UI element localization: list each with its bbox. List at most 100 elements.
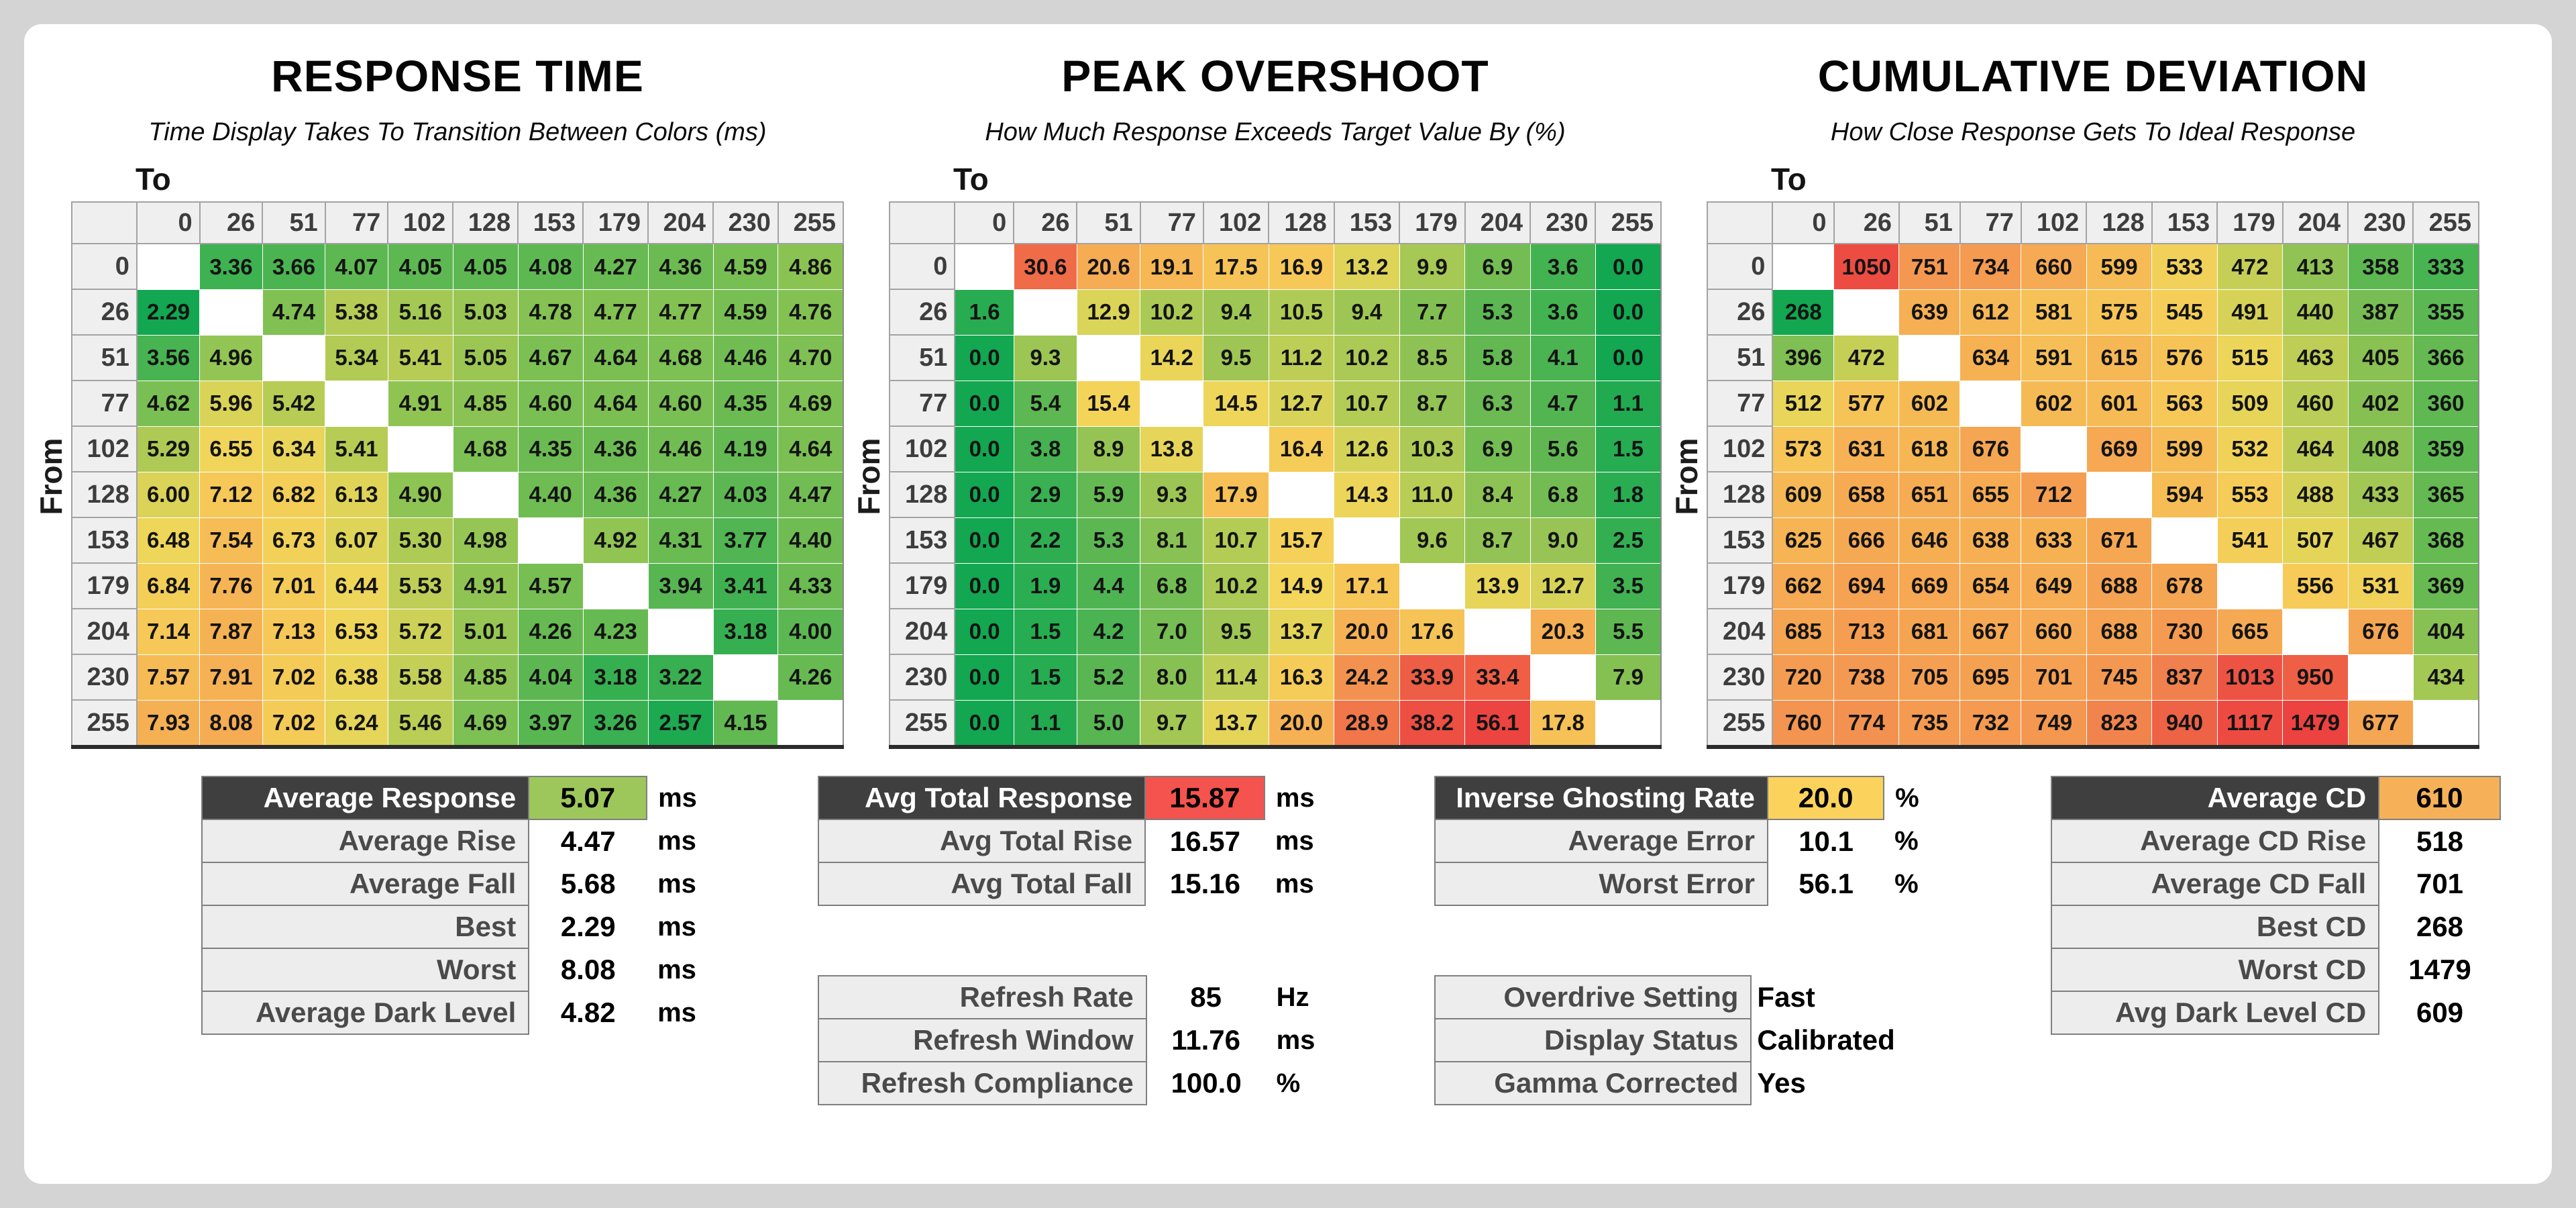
heatmap-cell: 4.7: [1529, 380, 1596, 427]
heatmap-cell: 6.00: [136, 471, 201, 518]
stat-row: Best CD 268: [2050, 905, 2576, 949]
stat-row: Average Dark Level 4.82 ms: [201, 991, 739, 1035]
heatmap-cell: 333: [2412, 243, 2479, 290]
heatmap-cell: 6.8: [1529, 471, 1596, 518]
stat-label: Average Response: [201, 776, 530, 820]
heatmap-cell: 0.0: [1595, 243, 1662, 290]
row-header: 77: [1706, 380, 1774, 427]
heatmap-cell: 4.47: [777, 471, 844, 518]
heatmap-cell: 13.8: [1140, 425, 1204, 472]
heatmap-row: 230 0.0 1.5 5.2 8.0 11.4 16.3 24.2 33.9 33.4 7.9: [888, 654, 1662, 701]
column-header: 255: [1595, 201, 1662, 245]
heatmap-cell: 531: [2347, 562, 2414, 609]
stat-row: Avg Total Fall 15.16 ms: [817, 862, 1355, 906]
heatmap-row: 153 625 666 646 638 633 671 541 507 467 368: [1706, 517, 2479, 564]
heatmap-cell: 751: [1898, 243, 1961, 290]
column-header: 230: [2347, 201, 2414, 245]
heatmap-cell: 4.59: [712, 243, 779, 290]
heatmap-cell: 28.9: [1334, 699, 1400, 748]
heatmap-cell: 5.05: [452, 334, 519, 381]
heatmap-cell: 4.19: [712, 425, 779, 472]
heatmap-cell: 5.3: [1076, 517, 1141, 564]
heatmap-row: 0 1050 751 734 660 599 533 472 413 358 333: [1706, 243, 2479, 291]
heatmap-cell: 6.13: [325, 471, 388, 518]
heatmap-cell: 440: [2282, 289, 2349, 336]
matrix-title: PEAK OVERSHOOT: [1061, 51, 1489, 101]
heatmap-cell: 4.31: [647, 517, 714, 564]
heatmap-cell: 7.54: [199, 517, 263, 564]
stat-unit: %: [1894, 868, 1919, 899]
heatmap-cell: 4.74: [262, 289, 326, 336]
heatmap-cell: 20.6: [1076, 243, 1141, 290]
x-axis-label-to: To: [953, 162, 989, 197]
stat-label: Best: [201, 905, 530, 949]
heatmap-cell: 940: [2151, 699, 2218, 748]
heatmap-cell: 20.0: [1334, 608, 1400, 655]
heatmap-cell: 666: [1833, 517, 1900, 564]
heatmap-cell: 4.86: [777, 243, 844, 290]
heatmap-row: 230 7.57 7.91 7.02 6.38 5.58 4.85 4.04 3.18 3.22 4…: [71, 654, 844, 701]
stat-row: Avg Total Rise 16.57 ms: [817, 819, 1355, 863]
row-header: 230: [71, 654, 138, 701]
heatmap-cell: 3.41: [712, 562, 779, 609]
stat-row: Refresh Window 11.76 ms: [818, 1018, 1355, 1062]
row-header: 77: [888, 380, 956, 427]
heatmap-cell: 581: [2021, 289, 2087, 336]
column-header: 77: [1139, 201, 1204, 245]
heatmap-cell: 9.3: [1013, 334, 1077, 381]
diagonal-cell: [1140, 380, 1204, 427]
heatmap-cell: 38.2: [1399, 699, 1466, 748]
stat-label: Average Error: [1434, 819, 1769, 863]
diagonal-cell: [2347, 654, 2414, 701]
heatmap-cell: 7.02: [262, 654, 326, 701]
overshoot-stats-table-2: Overdrive Setting Fast Display Status Calib…: [1434, 975, 1972, 1105]
heatmap-cell: 5.03: [452, 289, 519, 336]
stat-unit: ms: [658, 783, 697, 813]
heatmap-cell: 413: [2282, 243, 2349, 290]
diagonal-cell: [1203, 425, 1269, 472]
heatmap-cell: 4.59: [712, 289, 779, 336]
heatmap-cell: 4.64: [582, 334, 649, 381]
heatmap-cell: 5.3: [1464, 289, 1531, 336]
heatmap-cell: 532: [2216, 425, 2284, 472]
heatmap-cell: 4.40: [517, 471, 584, 518]
heatmap-cell: 694: [1833, 562, 1900, 609]
stat-unit: ms: [1275, 825, 1314, 856]
heatmap-cell: 3.6: [1529, 243, 1596, 290]
heatmap-cell: 649: [2021, 562, 2087, 609]
heatmap-cell: 4.36: [582, 471, 649, 518]
heatmap-corner-cell: [71, 201, 138, 245]
stat-unit: ms: [1275, 783, 1315, 813]
heatmap-cell: 681: [1898, 608, 1961, 655]
heatmap-cell: 4.92: [582, 517, 649, 564]
heatmap-cell: 671: [2086, 517, 2153, 564]
heatmap-cell: 10.2: [1203, 562, 1269, 609]
heatmap-cell: 4.27: [647, 471, 714, 518]
heatmap-cell: 4.46: [712, 334, 779, 381]
stat-unit: ms: [657, 954, 696, 985]
heatmap-cell: 434: [2412, 654, 2479, 701]
heatmap-cell: 4.35: [712, 380, 779, 427]
row-header: 0: [888, 243, 956, 291]
heatmap-cell: 1.5: [1013, 654, 1077, 701]
heatmap-cell: 14.2: [1140, 334, 1204, 381]
heatmap-cell: 4.46: [647, 425, 714, 472]
row-header: 255: [888, 699, 956, 748]
heatmap-cell: 17.6: [1399, 608, 1466, 655]
diagonal-cell: [1595, 699, 1662, 748]
heatmap-header-row: 0 26 51 77 102 128 153 179 204 230 255: [888, 201, 1662, 245]
heatmap-cell: 6.38: [325, 654, 388, 701]
heatmap-cell: 7.02: [262, 699, 326, 748]
stat-row: Best 2.29 ms: [201, 905, 739, 949]
heatmap-cell: 4.98: [452, 517, 519, 564]
heatmap-cell: 355: [2412, 289, 2479, 336]
stat-row: Worst Error 56.1%: [1434, 862, 1972, 906]
heatmap-cell: 4.4: [1076, 562, 1141, 609]
heatmap-cell: 633: [2021, 517, 2087, 564]
heatmap-cell: 0.0: [954, 471, 1014, 518]
diagonal-cell: [387, 425, 453, 472]
heatmap-cell: 2.29: [136, 289, 201, 336]
heatmap-cell: 695: [1960, 654, 2022, 701]
row-header: 102: [1706, 425, 1774, 473]
stat-label: Display Status: [1434, 1018, 1752, 1062]
